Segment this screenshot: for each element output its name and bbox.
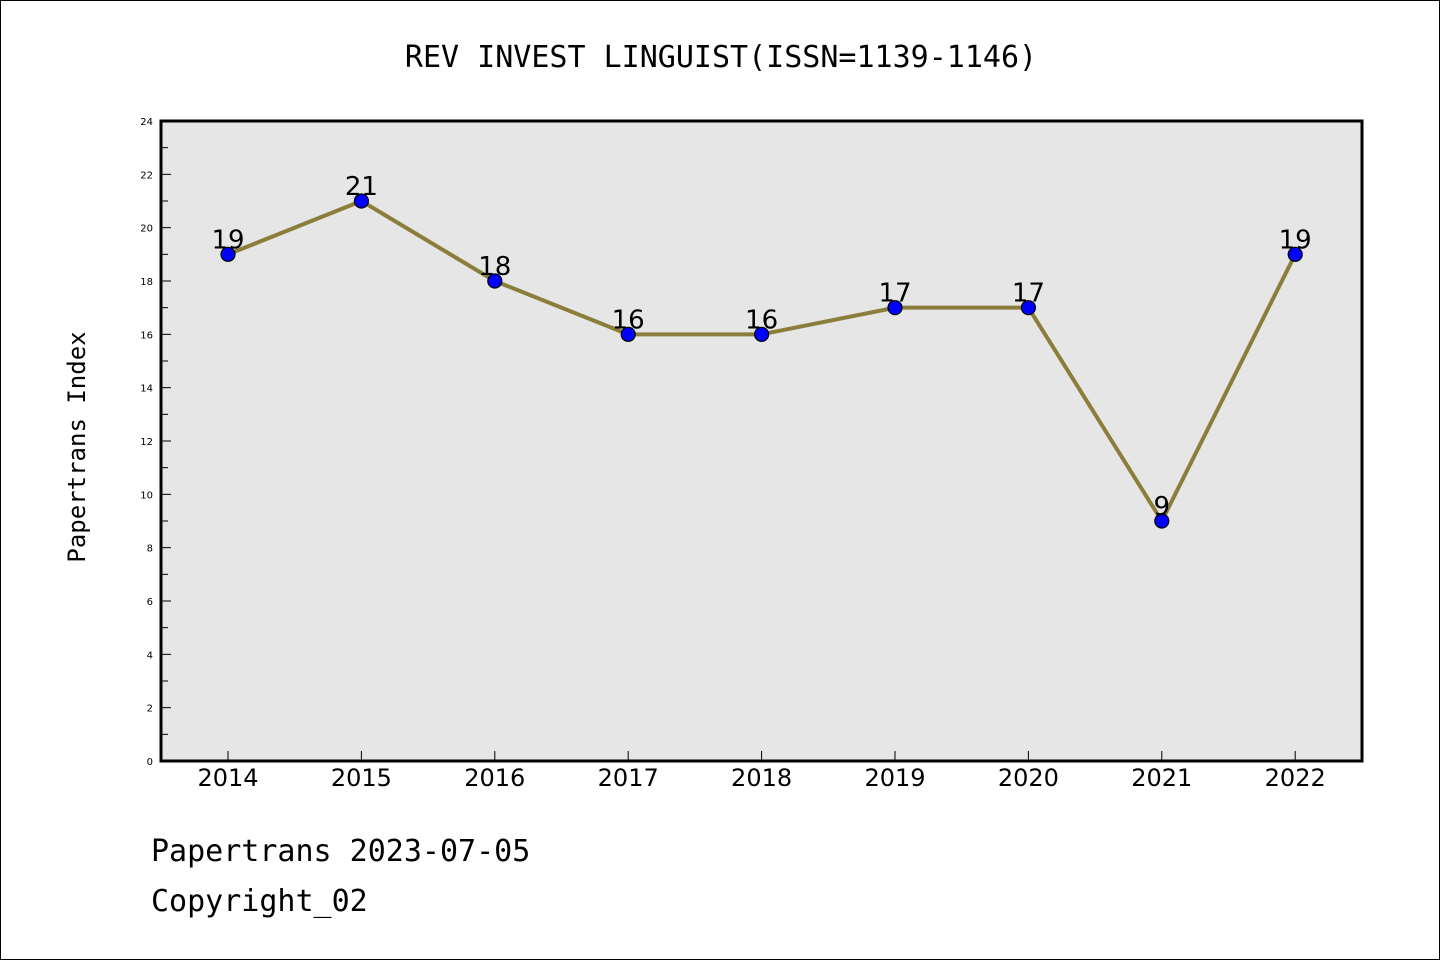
x-tick-label: 2019 (864, 764, 925, 792)
y-tick-label: 10 (140, 490, 153, 501)
y-tick-label: 0 (147, 757, 153, 768)
plot-area (161, 121, 1362, 761)
x-tick-label: 2015 (331, 764, 392, 792)
footer-date-line: Papertrans 2023-07-05 (151, 834, 531, 869)
data-point (1154, 513, 1170, 529)
x-tick-label: 2021 (1131, 764, 1192, 792)
y-axis-label: Papertrans Index (63, 331, 91, 562)
x-axis: 2014 2015 2016 2017 2018 2019 2020 2021 2022 (197, 751, 1326, 792)
data-point (487, 273, 503, 289)
data-labels: 19 21 18 16 16 17 17 9 19 (211, 172, 1311, 522)
data-point (753, 326, 770, 342)
y-tick-label: 16 (140, 330, 153, 341)
data-point (353, 193, 369, 209)
x-tick-label: 2022 (1265, 764, 1326, 792)
data-label: 18 (478, 252, 511, 282)
data-label: 16 (612, 305, 645, 335)
y-tick-label: 12 (140, 437, 153, 448)
data-label: 21 (345, 172, 378, 202)
data-label: 19 (211, 225, 244, 255)
footer-copyright-line: Copyright_02 (151, 884, 368, 919)
y-tick-label: 2 (147, 704, 153, 715)
data-label: 17 (1012, 279, 1045, 309)
data-label: 19 (1279, 225, 1312, 255)
y-tick-label: 24 (140, 117, 153, 128)
x-tick-label: 2017 (598, 764, 659, 792)
data-label: 16 (745, 305, 778, 335)
y-tick-label: 6 (147, 597, 153, 608)
data-points (220, 193, 1303, 529)
data-point (1020, 300, 1037, 316)
plot-border (159, 119, 1364, 763)
chart-title: REV INVEST LINGUIST(ISSN=1139-1146) (405, 40, 1037, 75)
x-tick-label: 2020 (998, 764, 1059, 792)
y-tick-label: 20 (140, 224, 153, 235)
y-tick-label: 8 (147, 544, 153, 555)
data-point (1287, 246, 1303, 262)
x-tick-label: 2018 (731, 764, 792, 792)
y-tick-label: 4 (147, 650, 153, 661)
data-point (620, 326, 636, 342)
x-tick-label: 2016 (464, 764, 525, 792)
y-tick-label: 18 (140, 277, 153, 288)
y-tick-label: 14 (140, 384, 153, 395)
data-label: 9 (1154, 492, 1171, 522)
data-label: 17 (878, 279, 911, 309)
data-point (220, 246, 236, 262)
y-tick-label: 22 (140, 170, 153, 181)
data-point (887, 300, 903, 316)
x-tick-label: 2014 (197, 764, 258, 792)
